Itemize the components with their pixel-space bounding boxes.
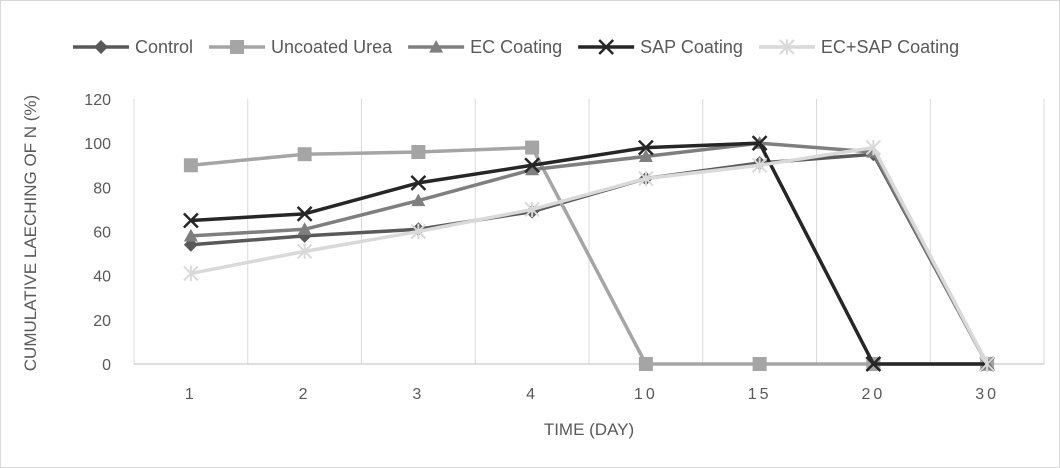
legend-item: EC+SAP Coating xyxy=(758,37,959,57)
data-point xyxy=(183,158,198,173)
legend-item: Uncoated Urea xyxy=(209,37,393,57)
data-point xyxy=(752,357,767,371)
data-point xyxy=(525,140,540,155)
data-point xyxy=(779,39,795,55)
legend: Control Uncoated Urea EC Coating SAP Coatin… xyxy=(73,37,959,57)
y-tick-labels: 0 20 40 60 80 100 120 xyxy=(84,92,111,374)
legend-label: EC Coating xyxy=(470,37,562,57)
data-point xyxy=(410,223,427,240)
data-point xyxy=(525,162,540,176)
data-point xyxy=(296,243,313,260)
data-point xyxy=(94,40,108,54)
data-point xyxy=(297,222,312,235)
data-point xyxy=(638,357,653,371)
x-tick-label: 10 xyxy=(634,386,658,403)
x-tick-label: 2 xyxy=(299,386,311,403)
data-point xyxy=(524,157,541,174)
data-point xyxy=(296,205,313,222)
data-point xyxy=(230,40,245,54)
y-tick-label: 20 xyxy=(93,313,111,330)
data-point xyxy=(182,212,199,229)
x-tick-label: 4 xyxy=(526,386,538,403)
series-lines xyxy=(182,135,996,372)
legend-label: EC+SAP Coating xyxy=(821,37,959,57)
x-tick-label: 15 xyxy=(748,386,772,403)
data-point xyxy=(297,147,312,162)
x-tick-label: 30 xyxy=(975,386,999,403)
x-tick-label: 1 xyxy=(185,386,197,403)
data-point xyxy=(183,228,198,242)
data-point xyxy=(751,157,768,173)
legend-item: Control xyxy=(73,37,193,57)
y-tick-label: 100 xyxy=(84,136,111,153)
data-point xyxy=(979,356,995,372)
data-point xyxy=(865,356,882,372)
legend-label: Control xyxy=(135,37,193,57)
series-line xyxy=(190,145,988,366)
legend-label: SAP Coating xyxy=(640,37,743,57)
y-tick-label: 80 xyxy=(93,180,111,197)
data-point xyxy=(638,149,653,163)
x-tick-label: 20 xyxy=(861,386,885,403)
data-point xyxy=(751,135,768,152)
data-point xyxy=(429,40,444,53)
series-line xyxy=(190,145,989,365)
y-tick-label: 40 xyxy=(93,269,111,286)
legend-item: SAP Coating xyxy=(578,37,743,57)
x-axis-title: TIME (DAY) xyxy=(544,420,634,439)
x-tick-labels: 1 2 3 4 10 15 20 30 xyxy=(185,386,999,403)
legend-label: Uncoated Urea xyxy=(271,37,393,57)
x-tick-label: 3 xyxy=(412,386,424,403)
series-line xyxy=(190,141,988,366)
data-point xyxy=(411,193,426,207)
data-point xyxy=(638,170,654,187)
data-point xyxy=(183,265,199,282)
y-tick-label: 60 xyxy=(93,225,111,242)
y-tick-label: 0 xyxy=(102,357,111,374)
data-point xyxy=(598,39,615,55)
data-point xyxy=(411,145,426,159)
series-ec-sap-coating xyxy=(183,139,995,372)
data-point xyxy=(865,139,882,156)
y-axis-title: CUMULATIVE LAECHING OF N (%) xyxy=(21,95,40,371)
data-point xyxy=(410,175,427,191)
y-tick-label: 120 xyxy=(84,92,111,109)
data-point xyxy=(524,201,540,218)
data-point xyxy=(637,139,654,156)
legend-item: EC Coating xyxy=(408,37,562,57)
